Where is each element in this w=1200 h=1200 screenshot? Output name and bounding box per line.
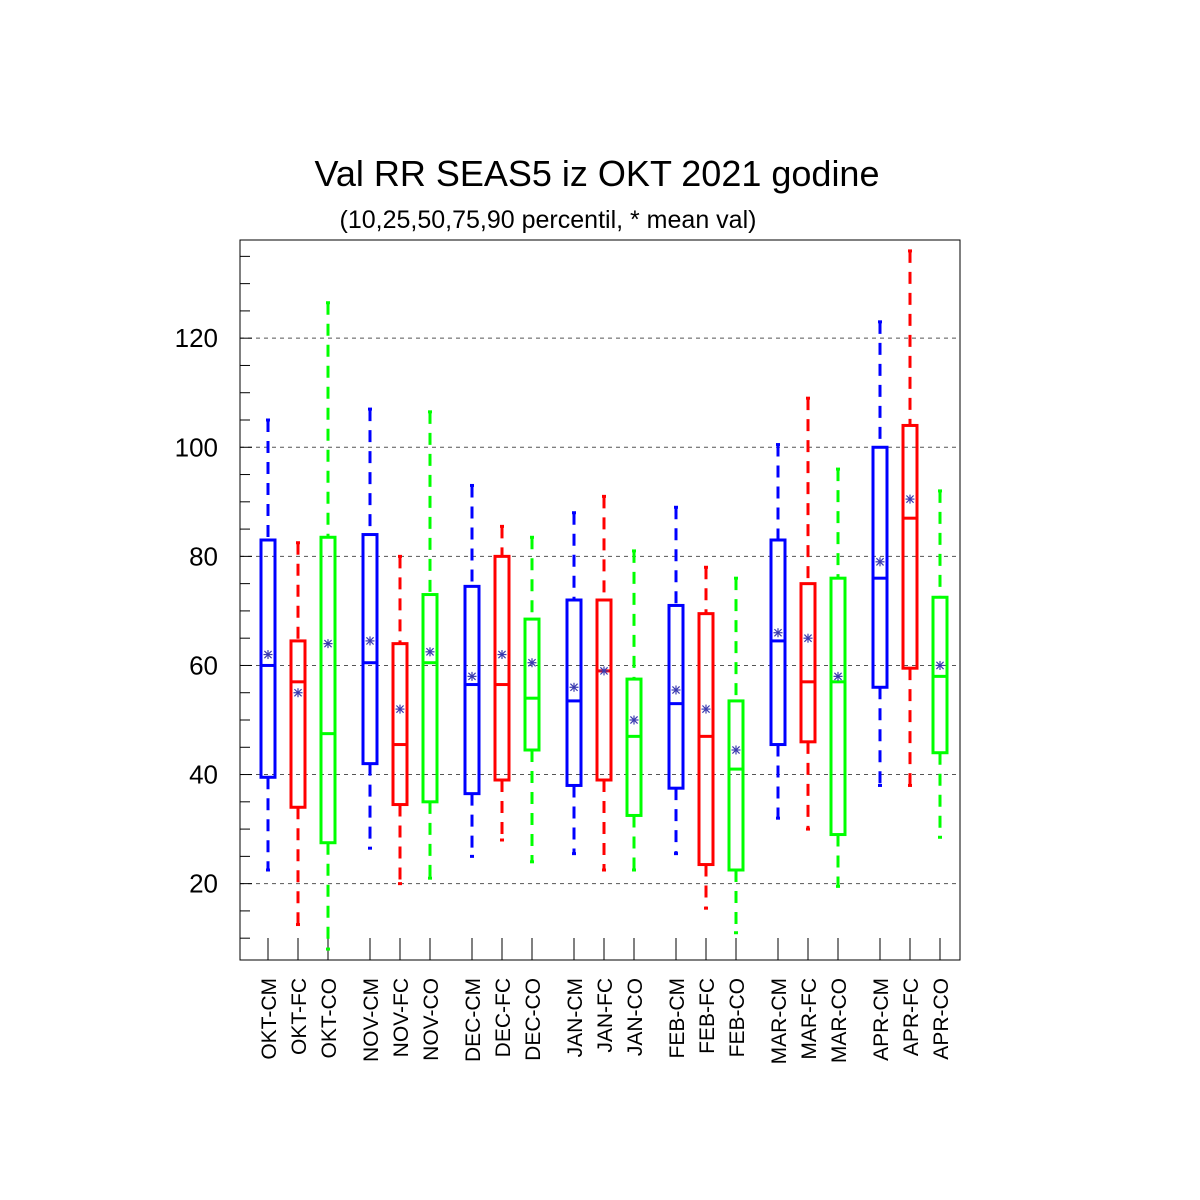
iqr-box <box>625 677 643 817</box>
box-FEB-FC <box>697 565 715 910</box>
iqr-box <box>259 538 277 779</box>
plot-frame <box>239 239 961 961</box>
iqr-box <box>493 554 511 782</box>
box-DEC-CM <box>463 483 481 858</box>
y-tick-label: 40 <box>189 760 218 790</box>
iqr-box <box>391 642 409 807</box>
x-axis: OKT-CM OKT-FC OKT-CO NOV-CM NOV-FC NOV-CO DEC-… <box>258 938 961 1064</box>
iqr-box <box>595 598 613 782</box>
iqr-box <box>421 593 439 804</box>
mean-marker <box>527 658 537 668</box>
box-NOV-FC <box>391 554 409 886</box>
iqr-box <box>523 617 541 752</box>
box-JAN-CO <box>625 549 643 872</box>
x-tick-label: DEC-FC <box>492 978 515 1057</box>
x-tick-label: OKT-CO <box>318 978 341 1059</box>
box-OKT-CO <box>319 301 337 951</box>
x-tick-label: NOV-CM <box>360 978 383 1062</box>
mean-marker <box>395 704 405 714</box>
mean-marker <box>599 666 609 676</box>
x-tick-label: NOV-CO <box>420 978 443 1061</box>
mean-marker <box>569 682 579 692</box>
x-tick-label: DEC-CM <box>462 978 485 1062</box>
iqr-box <box>565 598 583 787</box>
mean-marker <box>323 639 333 649</box>
x-tick-label: OKT-CM <box>258 978 281 1060</box>
box-OKT-CM <box>259 418 277 872</box>
mean-marker <box>293 688 303 698</box>
y-tick-label: 20 <box>189 869 218 899</box>
box-FEB-CO <box>727 576 745 935</box>
x-tick-label: FEB-CM <box>666 978 689 1059</box>
x-tick-label: MAR-FC <box>798 978 821 1060</box>
box-APR-CO <box>931 489 949 839</box>
mean-marker <box>671 685 681 695</box>
x-tick-label: JAN-FC <box>594 978 617 1053</box>
mean-marker <box>731 745 741 755</box>
y-tick-label: 100 <box>175 432 218 462</box>
x-tick-label: FEB-FC <box>696 978 719 1054</box>
y-axis: 20 40 60 80 100 120 <box>175 255 252 939</box>
x-tick-label: DEC-CO <box>522 978 545 1061</box>
chart-title: Val RR SEAS5 iz OKT 2021 godine <box>315 153 880 194</box>
box-NOV-CO <box>421 410 439 880</box>
box-NOV-CM <box>361 407 379 850</box>
iqr-box <box>319 535 337 845</box>
box-DEC-CO <box>523 535 541 864</box>
iqr-box <box>361 533 379 766</box>
x-tick-label: MAR-CO <box>828 978 851 1063</box>
box-MAR-CO <box>829 467 847 888</box>
iqr-box <box>667 603 685 790</box>
mean-marker <box>425 647 435 657</box>
x-tick-label: APR-CO <box>930 978 953 1060</box>
x-tick-label: JAN-CO <box>624 978 647 1056</box>
x-tick-label: FEB-CO <box>726 978 749 1057</box>
box-APR-CM <box>871 320 889 787</box>
iqr-box <box>463 584 481 796</box>
mean-marker <box>833 671 843 681</box>
box-JAN-FC <box>595 494 613 872</box>
box-MAR-CM <box>769 443 787 820</box>
chart-subtitle: (10,25,50,75,90 percentil, * mean val) <box>340 206 757 234</box>
mean-marker <box>803 633 813 643</box>
box-OKT-FC <box>289 541 307 927</box>
mean-marker <box>701 704 711 714</box>
iqr-box <box>901 423 919 670</box>
mean-marker <box>497 650 507 660</box>
box-DEC-FC <box>493 524 511 842</box>
x-tick-label: JAN-CM <box>564 978 587 1057</box>
box-MAR-FC <box>799 396 817 831</box>
mean-marker <box>935 660 945 670</box>
iqr-box <box>727 699 745 872</box>
iqr-box <box>697 612 715 867</box>
y-tick-label: 60 <box>189 650 218 680</box>
mean-marker <box>905 494 915 504</box>
iqr-box <box>871 445 889 689</box>
mean-marker <box>263 650 273 660</box>
box-APR-FC <box>901 249 919 787</box>
box-JAN-CM <box>565 511 583 856</box>
mean-marker <box>467 671 477 681</box>
iqr-box <box>289 639 307 809</box>
mean-marker <box>365 636 375 646</box>
box-series <box>259 249 949 951</box>
x-tick-label: NOV-FC <box>390 978 413 1057</box>
x-tick-label: OKT-FC <box>288 978 311 1055</box>
iqr-box <box>829 576 847 837</box>
mean-marker <box>773 628 783 638</box>
iqr-box <box>799 582 817 744</box>
mean-marker <box>629 715 639 725</box>
x-tick-label: MAR-CM <box>768 978 791 1064</box>
box-FEB-CM <box>667 505 685 856</box>
x-tick-label: APR-CM <box>870 978 893 1061</box>
grid-lines <box>240 337 960 885</box>
y-tick-label: 120 <box>175 323 218 353</box>
y-tick-label: 80 <box>189 541 218 571</box>
x-tick-label: APR-FC <box>900 978 923 1056</box>
mean-marker <box>875 557 885 567</box>
